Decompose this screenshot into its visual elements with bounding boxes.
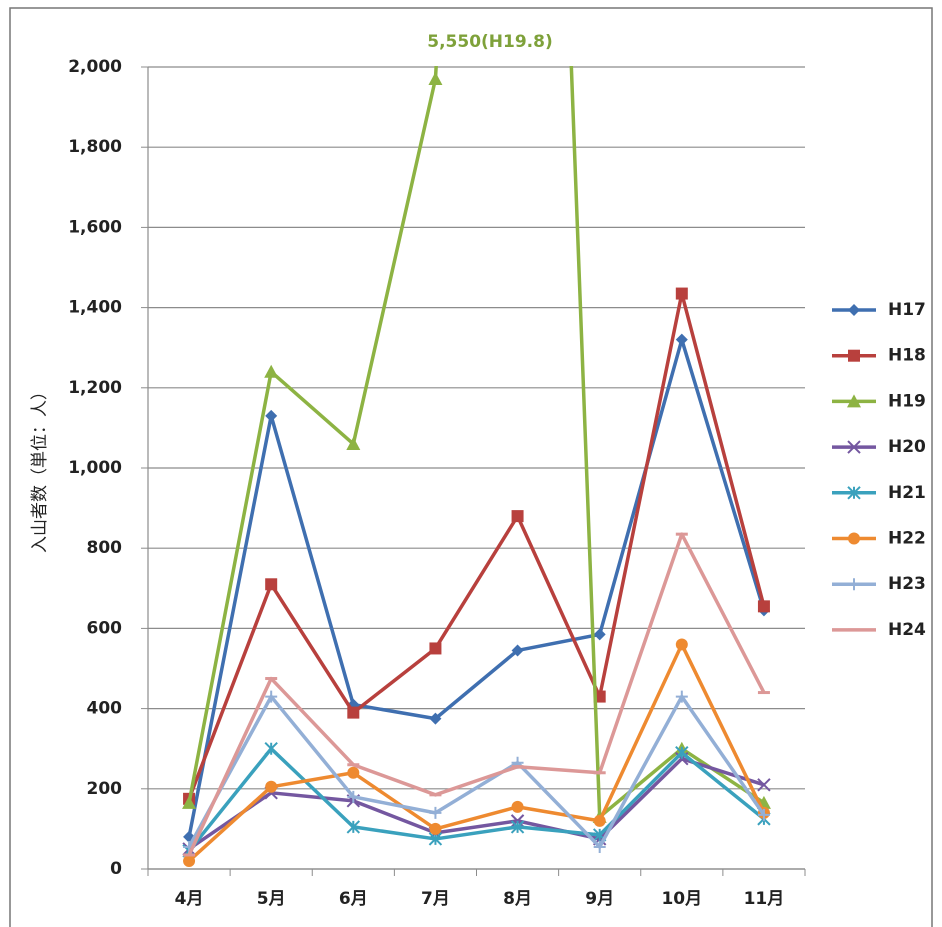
marker — [265, 780, 278, 793]
series-line — [187, 532, 766, 856]
marker — [511, 644, 524, 657]
x-tick-label: 7月 — [421, 889, 450, 909]
legend-label: H18 — [888, 346, 926, 366]
legend-marker — [848, 578, 860, 591]
x-tick-label: 8月 — [503, 889, 532, 909]
marker — [511, 800, 524, 813]
x-tick-label: 5月 — [257, 889, 286, 909]
marker — [265, 690, 278, 703]
marker — [265, 409, 278, 422]
legend-label: H21 — [888, 483, 926, 503]
legend-label: H24 — [888, 620, 926, 640]
x-tick-label: 6月 — [339, 889, 368, 909]
marker — [510, 820, 525, 834]
legend-marker — [848, 532, 860, 545]
annotation: 5,550(H19.8) — [427, 32, 552, 52]
y-tick-label: 1,600 — [68, 217, 122, 237]
marker — [593, 628, 606, 641]
marker — [593, 814, 606, 827]
marker — [182, 795, 197, 809]
series-line — [187, 291, 766, 800]
chart-frame — [9, 7, 933, 927]
marker — [347, 790, 360, 803]
marker — [346, 820, 361, 834]
y-tick-label: 400 — [87, 699, 123, 719]
marker — [757, 808, 770, 821]
marker — [675, 638, 688, 651]
y-tick-label: 1,800 — [68, 137, 122, 157]
marker — [675, 746, 689, 760]
legend-marker — [847, 440, 861, 454]
marker — [428, 72, 443, 86]
y-tick-label: 600 — [87, 618, 123, 638]
x-tick-label: 10月 — [661, 889, 702, 909]
legend-marker — [847, 394, 861, 408]
y-tick-label: 800 — [87, 538, 123, 558]
legend-label: H19 — [888, 391, 926, 411]
marker — [347, 706, 360, 719]
marker — [429, 806, 442, 819]
marker — [264, 364, 279, 378]
x-tick-label: 11月 — [744, 889, 785, 909]
marker — [183, 854, 196, 867]
series-line — [187, 642, 766, 863]
marker — [429, 642, 442, 655]
series-line — [187, 66, 765, 819]
marker — [510, 814, 525, 828]
x-tick-label: 9月 — [585, 889, 614, 909]
plot-area — [182, 66, 771, 867]
series-line — [187, 746, 766, 853]
marker — [429, 822, 442, 835]
marker — [675, 287, 688, 300]
legend-marker — [847, 486, 861, 500]
y-tick-label: 2,000 — [68, 57, 122, 77]
marker — [264, 741, 278, 756]
marker — [757, 600, 770, 613]
y-tick-label: 1,000 — [68, 458, 122, 478]
y-tick-label: 0 — [110, 859, 122, 879]
marker — [429, 712, 442, 725]
x-tick-label: 4月 — [175, 889, 204, 909]
marker — [265, 578, 278, 591]
series-line — [187, 694, 766, 849]
legend-marker — [848, 349, 860, 362]
legend-label: H20 — [888, 437, 926, 457]
marker — [593, 840, 606, 853]
marker — [428, 832, 443, 846]
marker — [346, 436, 361, 450]
marker — [347, 766, 360, 779]
legend-label: H23 — [888, 574, 926, 594]
marker — [675, 333, 688, 346]
series-line — [188, 756, 765, 851]
y-axis-label: 入山者数（単位：人） — [30, 383, 50, 553]
y-tick-label: 200 — [87, 779, 123, 799]
y-tick-label: 1,200 — [68, 378, 122, 398]
legend-label: H17 — [888, 300, 926, 320]
marker — [511, 510, 524, 523]
marker — [675, 690, 688, 703]
y-tick-label: 1,400 — [68, 298, 122, 318]
marker — [757, 778, 771, 792]
series-line — [187, 337, 766, 838]
legend-marker — [848, 304, 860, 316]
legend-label: H22 — [888, 529, 926, 549]
